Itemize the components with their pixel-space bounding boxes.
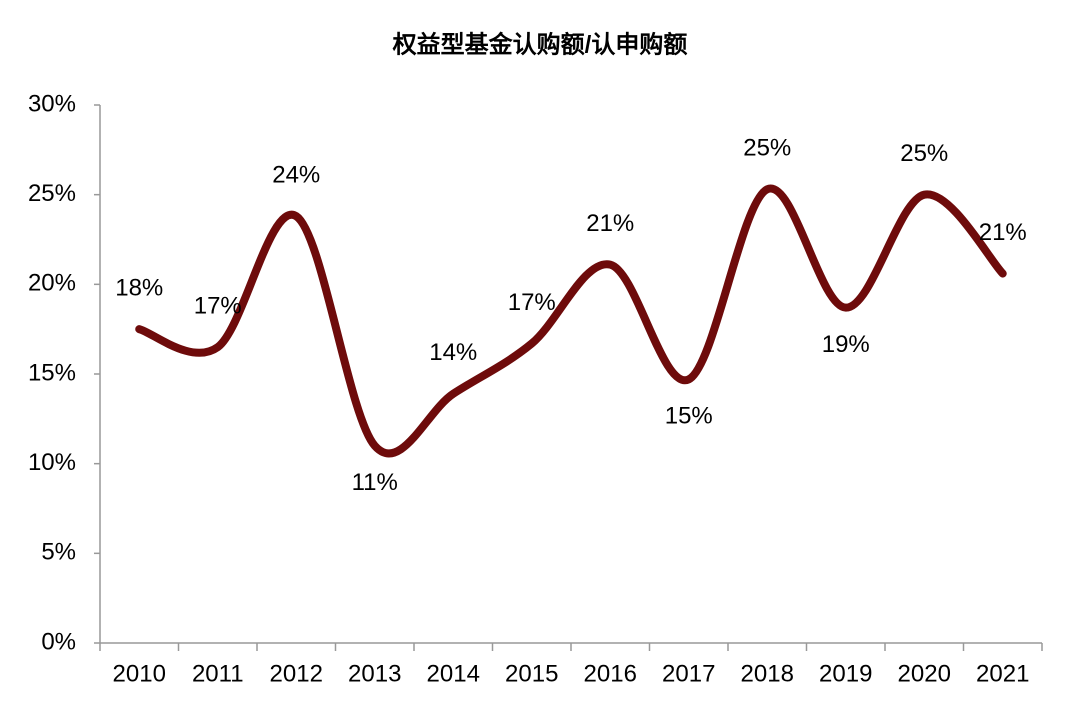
data-label: 15% bbox=[665, 403, 713, 430]
data-label: 24% bbox=[272, 162, 320, 189]
x-tick-label: 2010 bbox=[113, 660, 166, 687]
y-tick-label: 10% bbox=[28, 449, 76, 476]
y-tick-label: 0% bbox=[41, 628, 76, 655]
y-tick-label: 30% bbox=[28, 90, 76, 117]
x-tick-label: 2018 bbox=[741, 660, 794, 687]
x-tick-label: 2015 bbox=[505, 660, 558, 687]
x-tick-label: 2012 bbox=[270, 660, 323, 687]
x-tick-label: 2021 bbox=[976, 660, 1029, 687]
y-tick-label: 5% bbox=[41, 539, 76, 566]
data-label: 11% bbox=[352, 469, 398, 496]
y-tick-label: 15% bbox=[28, 359, 76, 386]
x-tick-label: 2019 bbox=[819, 660, 872, 687]
data-label: 21% bbox=[586, 210, 634, 237]
y-tick-label: 25% bbox=[28, 180, 76, 207]
data-label: 25% bbox=[900, 140, 948, 167]
data-label: 25% bbox=[743, 135, 791, 162]
y-tick-label: 20% bbox=[28, 270, 76, 297]
chart-title: 权益型基金认购额/认申购额 bbox=[392, 30, 688, 58]
x-tick-label: 2014 bbox=[427, 660, 480, 687]
data-label: 18% bbox=[115, 275, 163, 302]
x-tick-label: 2017 bbox=[662, 660, 715, 687]
data-label: 14% bbox=[429, 339, 477, 366]
x-tick-label: 2013 bbox=[348, 660, 401, 687]
line bbox=[135, 184, 1007, 458]
x-tick-label: 2016 bbox=[584, 660, 637, 687]
data-label: 17% bbox=[508, 289, 556, 316]
data-label: 21% bbox=[979, 219, 1027, 246]
data-label: 17% bbox=[194, 292, 242, 319]
x-tick-label: 2020 bbox=[898, 660, 951, 687]
data-label: 19% bbox=[822, 331, 870, 358]
x-tick-label: 2011 bbox=[192, 660, 244, 687]
